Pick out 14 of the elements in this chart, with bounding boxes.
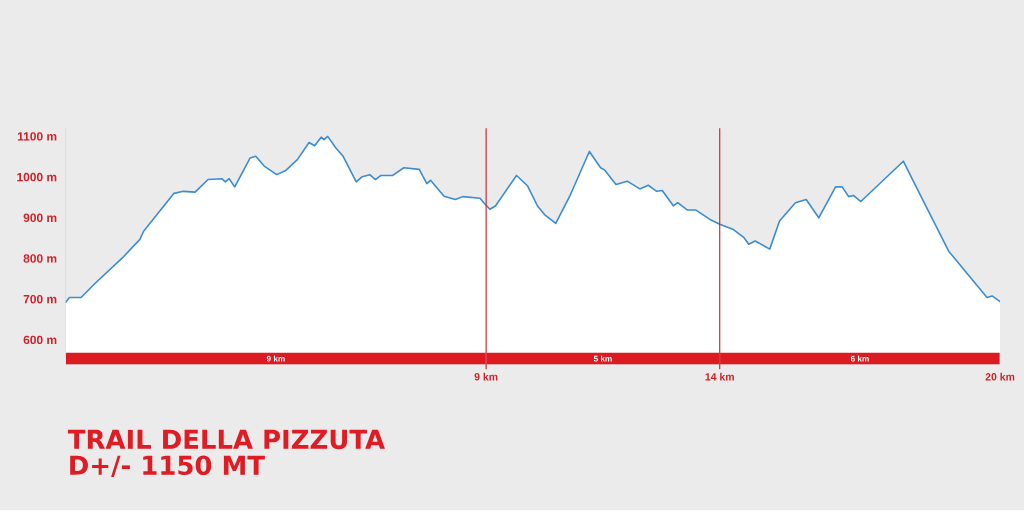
x-tick-label: 9 km	[474, 373, 498, 381]
band-label: 5 km	[593, 355, 612, 362]
y-tick-label: 600 m	[23, 335, 57, 345]
y-tick-label: 700 m	[23, 295, 57, 304]
x-tick-label: 14 km	[705, 373, 734, 381]
y-tick-label: 900 m	[23, 213, 57, 223]
x-tick-label: 20 km	[985, 373, 1015, 381]
band-label: 9 km	[266, 355, 285, 362]
y-tick-label: 800 m	[23, 254, 57, 263]
y-tick-label: 1100 m	[17, 132, 57, 141]
band-label: 6 km	[850, 355, 869, 362]
text: D+/- 1150 MT	[70, 455, 265, 478]
text: TRAIL DELLA PIZZUTA	[67, 430, 385, 450]
y-tick-label: 1000 m	[17, 173, 57, 182]
